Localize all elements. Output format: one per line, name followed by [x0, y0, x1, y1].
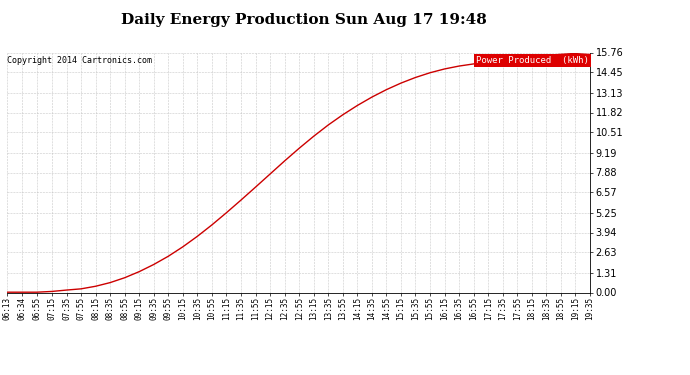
Text: Copyright 2014 Cartronics.com: Copyright 2014 Cartronics.com — [8, 56, 152, 65]
Text: Daily Energy Production Sun Aug 17 19:48: Daily Energy Production Sun Aug 17 19:48 — [121, 13, 486, 27]
Text: Power Produced  (kWh): Power Produced (kWh) — [476, 56, 589, 65]
